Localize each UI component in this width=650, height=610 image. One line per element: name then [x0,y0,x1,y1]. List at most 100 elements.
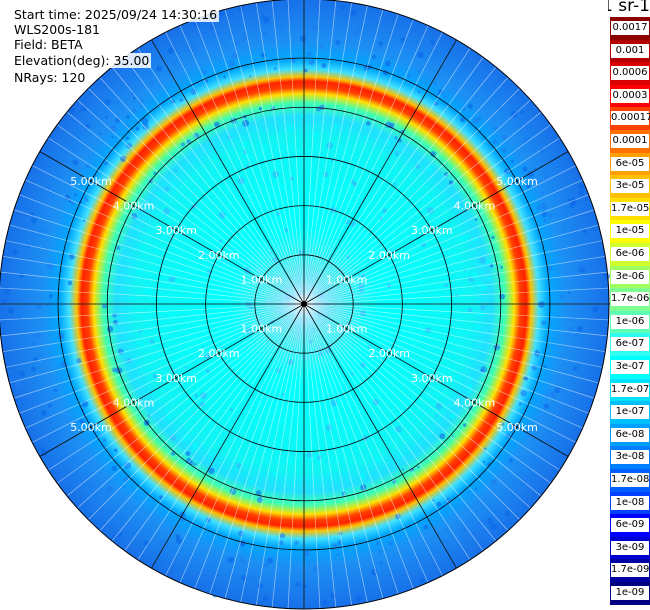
beta-speckle-cell [462,236,468,242]
beta-speckle-cell [137,268,143,275]
beta-speckle-cell [316,106,322,112]
ray-gate-line [303,303,353,606]
beta-speckle-cell [587,338,595,346]
beta-speckle-cell [448,180,454,185]
beta-speckle-cell [445,528,448,531]
beta-speckle-cell [417,51,425,59]
beta-speckle-cell [386,581,393,588]
beta-speckle-cell [383,11,388,16]
range-ring-label: 4.00km [454,396,496,409]
colorbar-swatch: 1e-07 [610,401,650,425]
colorbar-tick-label: 0.001 [611,43,649,58]
beta-speckle-cell [273,66,277,71]
beta-speckle-cell [322,599,328,605]
beta-speckle-cell [38,353,42,357]
beta-speckle-cell [468,103,474,109]
ray-gate-line [303,303,560,471]
colorbar-tick-label: 3e-07 [611,360,649,374]
beta-speckle-cell [582,229,587,234]
beta-speckle-cell [63,481,67,485]
range-ring-label: 1.00km [326,323,368,336]
ray-gate-line [19,194,305,305]
ray-gate-line [303,303,471,560]
beta-speckle-cell [455,294,459,297]
beta-speckle-cell [567,198,571,203]
beta-speckle-cell [470,272,478,280]
beta-speckle-cell [579,183,585,190]
ray-gate-line [303,303,520,520]
ray-gate-line [111,66,305,305]
beta-speckle-cell [339,172,344,177]
ray-gate-line [271,303,305,608]
beta-speckle-cell [443,309,448,315]
beta-speckle-cell [38,229,42,233]
beta-speckle-cell [421,36,428,43]
beta-speckle-cell [19,370,25,377]
beta-speckle-cell [141,117,149,125]
colorbar-swatch: 3e-09 [610,536,650,560]
beta-speckle-cell [541,191,545,195]
beta-speckle-cell [201,346,204,349]
ray-gate-line [287,303,305,609]
beta-speckle-cell [226,200,232,205]
beta-speckle-cell [439,433,446,440]
beta-speckle-cell [312,25,318,31]
beta-speckle-cell [117,532,123,538]
beta-speckle-cell [126,114,130,119]
beta-speckle-cell [383,230,390,237]
beta-speckle-cell [334,572,337,575]
beta-speckle-cell [576,325,583,332]
beta-speckle-cell [499,293,506,300]
beta-speckle-cell [282,416,286,420]
beta-speckle-cell [201,30,205,35]
beta-speckle-cell [40,410,47,417]
beta-speckle-cell [381,279,384,282]
beta-speckle-cell [375,228,382,235]
beta-speckle-cell [365,396,372,403]
colorbar-tick-label: 1.7e-05 [611,201,650,216]
beta-speckle-cell [229,303,234,309]
beta-speckle-cell [381,36,385,40]
beta-speckle-cell [467,307,473,313]
beta-speckle-cell [140,245,147,252]
beta-speckle-cell [12,328,16,333]
beta-speckle-cell [168,275,176,283]
beta-speckle-cell [240,542,245,547]
colorbar-unit-title: m-1 sr-1 [608,0,650,16]
beta-speckle-cell [556,378,560,382]
ray-gate-line [0,303,305,321]
beta-speckle-cell [67,280,73,286]
beta-speckle-cell [163,208,171,215]
beta-speckle-cell [355,594,363,601]
beta-speckle-cell [218,239,223,243]
beta-speckle-cell [311,119,314,122]
azimuth-spoke [303,39,457,305]
beta-speckle-cell [126,136,130,140]
beta-speckle-cell [206,369,210,374]
beta-speckle-cell [487,276,491,280]
colorbar-tick-label: 3e-09 [611,540,649,555]
beta-speckle-cell [73,193,77,197]
beta-speckle-cell [191,348,195,352]
ray-gate-line [303,240,603,305]
beta-speckle-cell [30,366,37,372]
beta-speckle-cell [170,434,177,441]
ray-gate-line [9,303,305,384]
beta-speckle-cell [208,452,212,456]
ray-gate-line [303,303,443,576]
beta-speckle-cell [538,301,545,308]
beta-speckle-cell [172,182,175,186]
range-ring-label: 2.00km [198,347,240,360]
beta-speckle-cell [512,90,515,93]
beta-speckle-cell [138,99,145,105]
beta-speckle-cell [241,33,249,41]
beta-speckle-cell [424,194,432,202]
beta-speckle-cell [549,149,554,154]
beta-speckle-cell [525,184,531,189]
beta-speckle-cell [378,41,383,47]
beta-speckle-cell [567,326,573,332]
beta-speckle-cell [284,227,289,233]
beta-speckle-cell [203,277,208,282]
beta-speckle-cell [242,119,250,127]
ray-gate-line [255,303,305,606]
